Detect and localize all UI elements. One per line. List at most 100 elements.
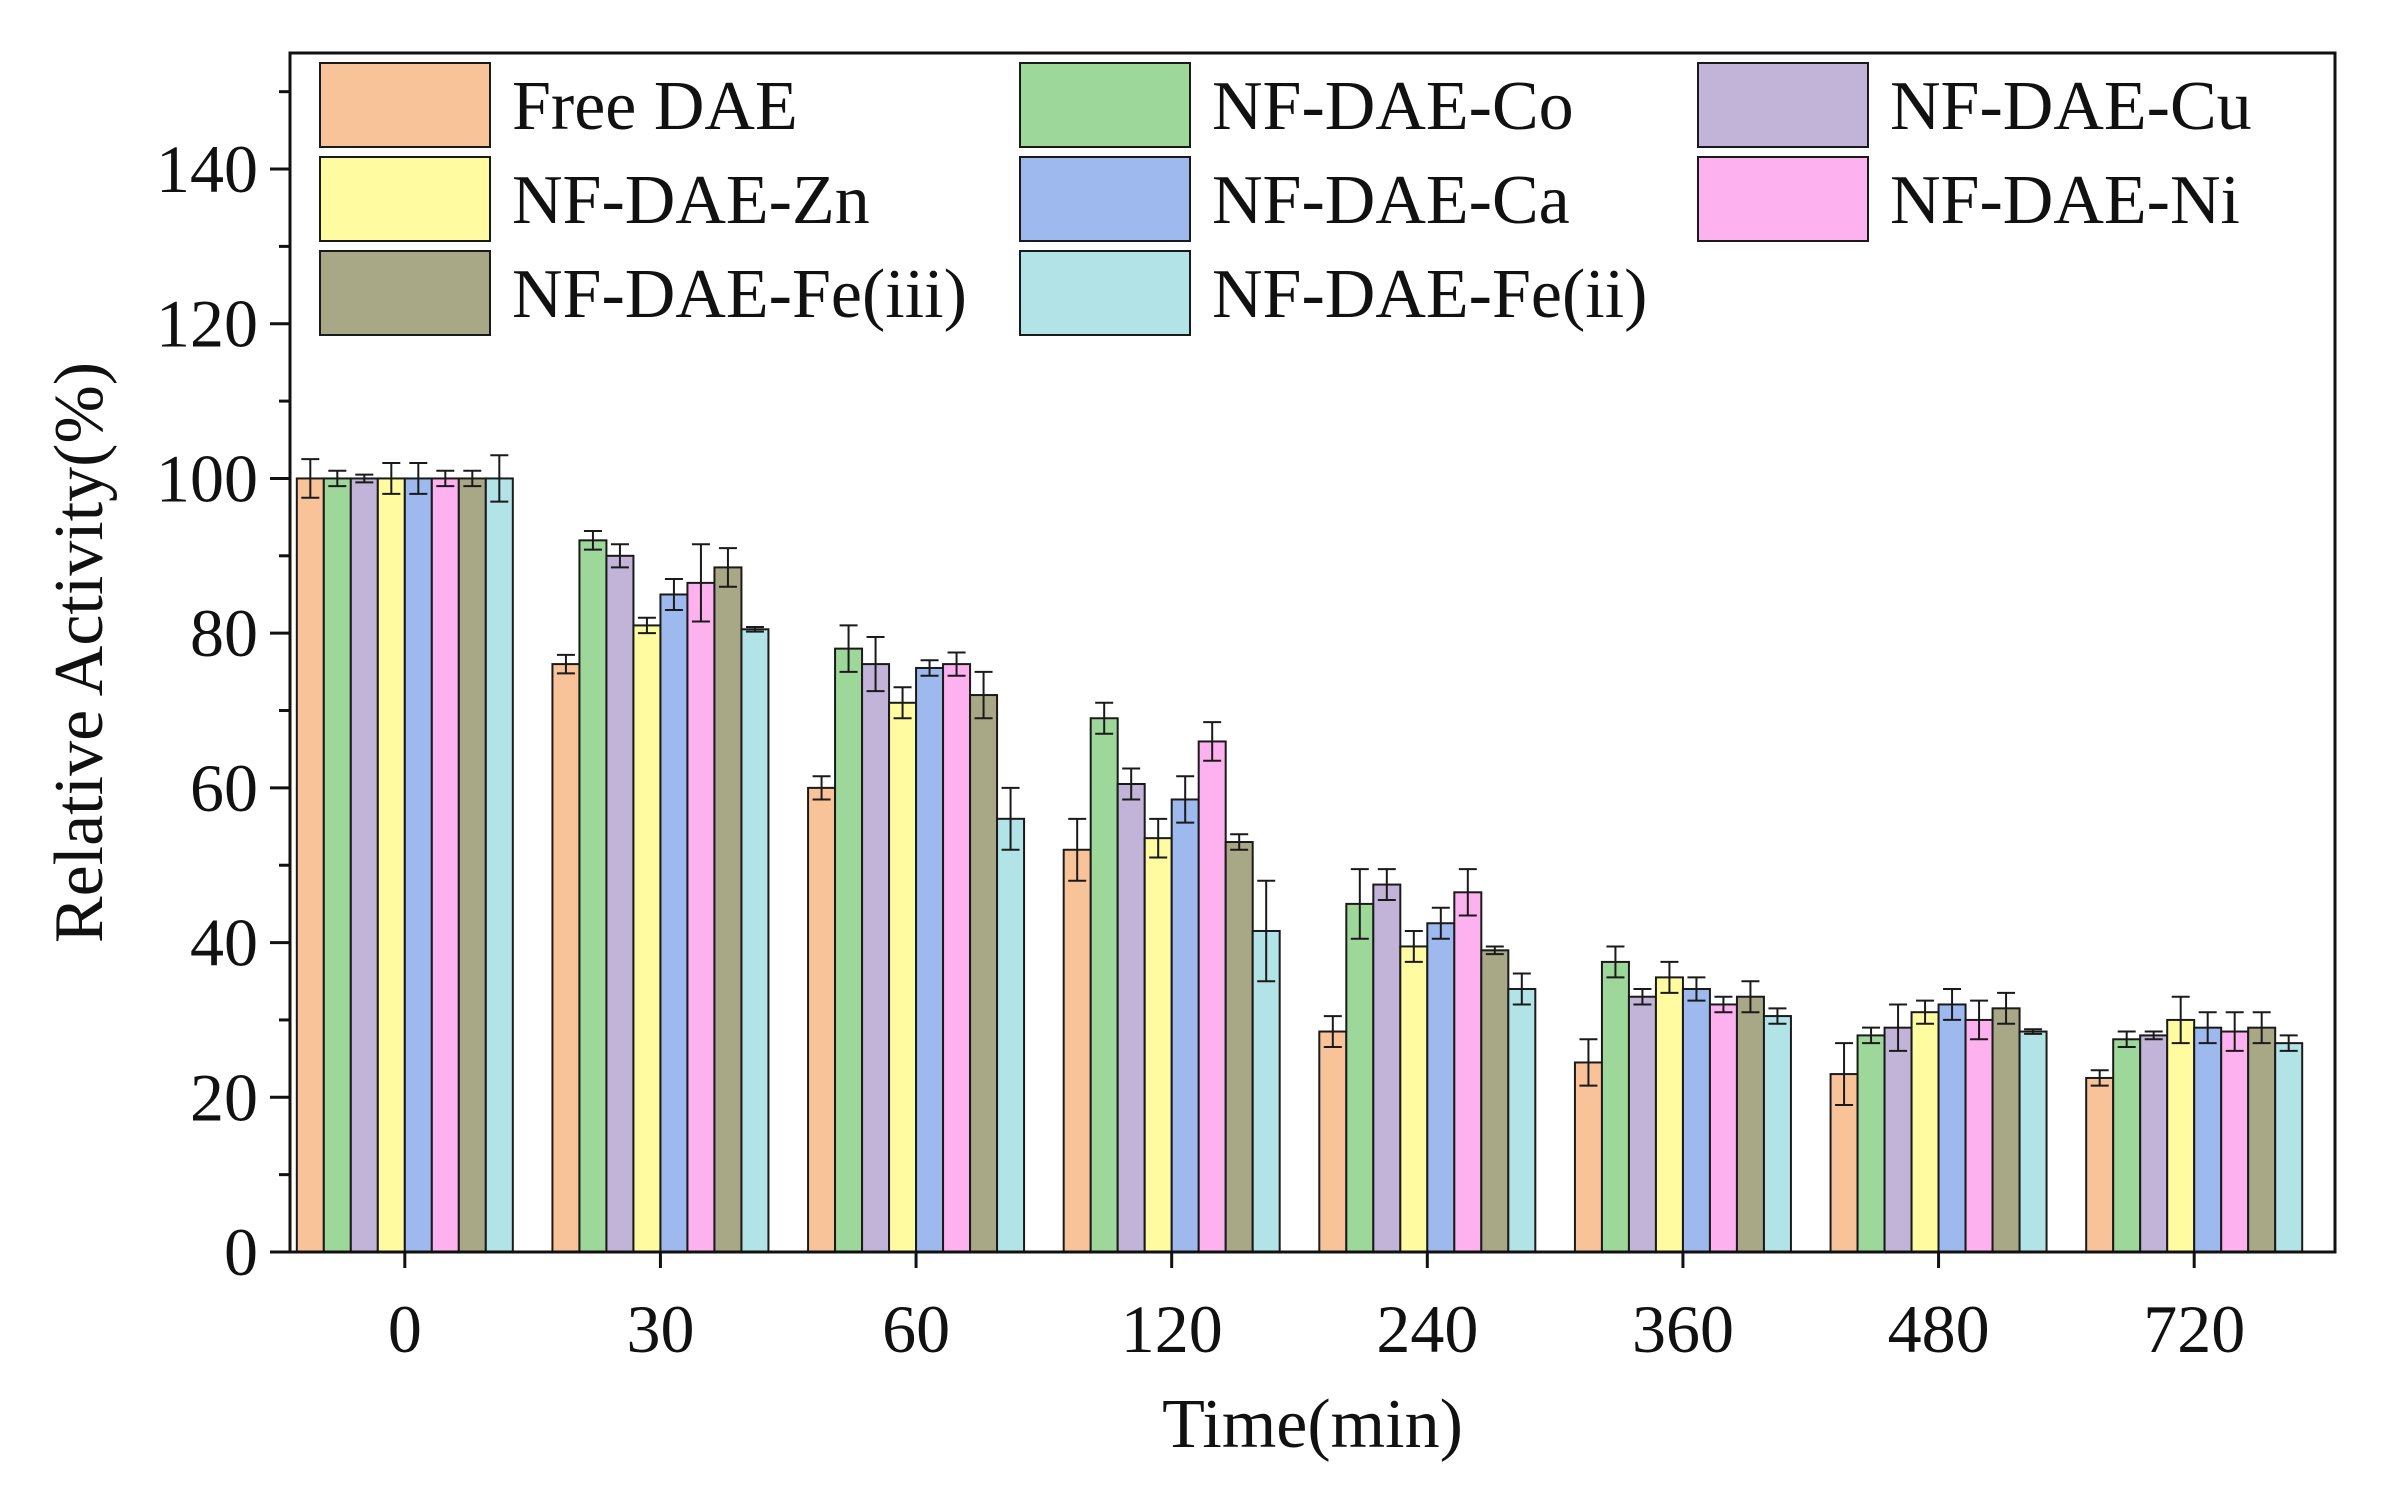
legend: Free DAE NF-DAE-Co NF-DAE-Cu NF-DAE-Zn NF-DA… bbox=[319, 62, 2252, 336]
legend-item: NF-DAE-Fe(iii) bbox=[319, 250, 967, 336]
y-tick-label: 80 bbox=[190, 595, 258, 671]
bar bbox=[1573, 1061, 1603, 1253]
legend-label: NF-DAE-Cu bbox=[1890, 68, 2252, 145]
legend-label: NF-DAE-Fe(ii) bbox=[1212, 256, 1647, 333]
bar bbox=[632, 624, 662, 1253]
legend-swatch bbox=[1697, 62, 1869, 148]
x-tick-label: 0 bbox=[388, 1291, 422, 1367]
bar bbox=[403, 477, 433, 1253]
x-axis-title: Time(min) bbox=[1162, 1386, 1463, 1463]
legend-label: NF-DAE-Fe(iii) bbox=[512, 256, 967, 333]
legend-swatch bbox=[319, 156, 491, 242]
legend-item: NF-DAE-Ca bbox=[1019, 156, 1570, 242]
bar bbox=[1937, 1003, 1967, 1254]
bar bbox=[686, 581, 716, 1253]
bar bbox=[2220, 1030, 2250, 1253]
y-tick-label: 100 bbox=[156, 440, 258, 516]
bar bbox=[1399, 945, 1429, 1253]
bar bbox=[2166, 1018, 2196, 1253]
bar bbox=[1735, 995, 1765, 1253]
legend-swatch bbox=[319, 62, 491, 148]
bar bbox=[430, 477, 460, 1253]
y-tick-label: 0 bbox=[224, 1214, 258, 1290]
bar bbox=[551, 663, 581, 1253]
bar bbox=[295, 477, 325, 1253]
y-tick-label: 140 bbox=[156, 131, 258, 207]
bar bbox=[861, 663, 891, 1253]
bar bbox=[1883, 1026, 1913, 1254]
legend-item: NF-DAE-Cu bbox=[1697, 62, 2252, 148]
bar bbox=[2112, 1038, 2142, 1253]
bar bbox=[578, 539, 608, 1253]
legend-swatch bbox=[1019, 62, 1191, 148]
y-tick-label: 120 bbox=[156, 286, 258, 362]
bar bbox=[1089, 717, 1119, 1253]
y-axis-title: Relative Activity(%) bbox=[41, 362, 118, 943]
bar bbox=[322, 477, 352, 1253]
plot-frame bbox=[288, 51, 2337, 1254]
legend-item: NF-DAE-Zn bbox=[319, 156, 870, 242]
bar bbox=[659, 593, 689, 1253]
legend-swatch bbox=[319, 250, 491, 336]
bar bbox=[2247, 1026, 2277, 1254]
bar bbox=[942, 663, 972, 1253]
bar bbox=[1507, 987, 1537, 1253]
plot-area: 0 30 60 120 240 360 480 720 0 20 40 60 80 100 120 140 bbox=[156, 51, 2337, 1367]
bar bbox=[484, 477, 514, 1253]
bar bbox=[996, 817, 1026, 1254]
bar bbox=[2193, 1026, 2223, 1254]
y-tick-label: 40 bbox=[190, 905, 258, 981]
legend-item: NF-DAE-Co bbox=[1019, 62, 1574, 148]
legend-label: NF-DAE-Ca bbox=[1212, 162, 1570, 239]
bar bbox=[1372, 883, 1402, 1253]
bar bbox=[740, 628, 770, 1253]
x-tick-label: 120 bbox=[1121, 1291, 1223, 1367]
bar bbox=[1224, 841, 1254, 1253]
bar bbox=[349, 477, 379, 1253]
bar bbox=[1251, 929, 1281, 1253]
legend-item: NF-DAE-Ni bbox=[1697, 156, 2240, 242]
legend-swatch bbox=[1019, 250, 1191, 336]
bar bbox=[1197, 740, 1227, 1253]
bar bbox=[807, 786, 837, 1253]
bar bbox=[1762, 1015, 1792, 1253]
bar bbox=[1964, 1018, 1994, 1253]
bar bbox=[605, 554, 635, 1253]
legend-label: NF-DAE-Ni bbox=[1890, 162, 2240, 239]
legend-label: Free DAE bbox=[512, 68, 798, 145]
bar bbox=[1170, 798, 1200, 1253]
x-tick-label: 30 bbox=[626, 1291, 694, 1367]
bar bbox=[713, 566, 743, 1253]
x-tick-label: 360 bbox=[1632, 1291, 1734, 1367]
bar bbox=[915, 666, 945, 1253]
x-tick-label: 480 bbox=[1888, 1291, 1990, 1367]
legend-item: Free DAE bbox=[319, 62, 798, 148]
y-tick-label: 20 bbox=[190, 1059, 258, 1135]
legend-swatch bbox=[1019, 156, 1191, 242]
bar bbox=[1600, 960, 1630, 1254]
legend-label: NF-DAE-Zn bbox=[512, 162, 870, 239]
legend-label: NF-DAE-Co bbox=[1212, 68, 1574, 145]
bar bbox=[1318, 1030, 1348, 1253]
bar bbox=[1116, 783, 1146, 1253]
bar bbox=[2139, 1034, 2169, 1254]
bar bbox=[1910, 1011, 1940, 1254]
x-tick-label: 720 bbox=[2143, 1291, 2245, 1367]
bar bbox=[1143, 837, 1173, 1253]
bar bbox=[1856, 1034, 1886, 1254]
x-tick-label: 240 bbox=[1376, 1291, 1478, 1367]
bar bbox=[1426, 922, 1456, 1253]
bar bbox=[1708, 1003, 1738, 1254]
bar bbox=[1654, 976, 1684, 1253]
bar bbox=[1681, 987, 1711, 1253]
x-tick-label: 60 bbox=[882, 1291, 950, 1367]
bar bbox=[969, 694, 999, 1253]
bar bbox=[2085, 1076, 2115, 1254]
bar bbox=[1062, 848, 1092, 1253]
bar bbox=[1480, 949, 1510, 1253]
bar bbox=[1453, 891, 1483, 1253]
bar bbox=[1345, 902, 1375, 1253]
bar bbox=[376, 477, 406, 1253]
